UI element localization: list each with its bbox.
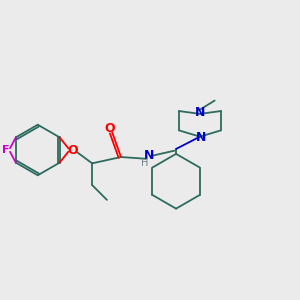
Text: N: N <box>195 106 205 119</box>
Text: N: N <box>196 130 206 143</box>
Text: N: N <box>143 149 154 162</box>
Text: O: O <box>104 122 115 135</box>
Text: O: O <box>68 143 78 157</box>
Text: H: H <box>142 158 149 168</box>
Text: F: F <box>2 145 9 155</box>
